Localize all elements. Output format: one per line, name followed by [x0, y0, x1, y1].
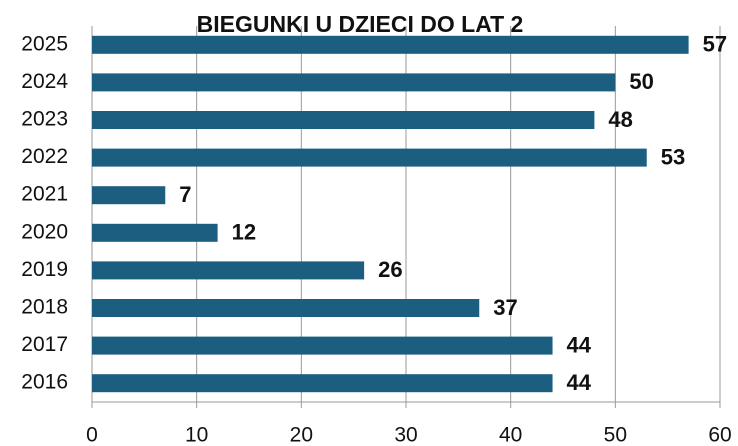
- bar: [92, 336, 553, 355]
- y-tick-label: 2019: [21, 258, 68, 281]
- y-tick-label: 2023: [21, 108, 68, 131]
- bar: [92, 261, 365, 280]
- bar: [92, 223, 218, 242]
- x-tick-label: 60: [708, 424, 731, 446]
- value-label: 53: [661, 144, 685, 169]
- value-label: 57: [703, 32, 727, 57]
- value-label: 37: [493, 295, 517, 320]
- y-tick-label: 2016: [21, 371, 68, 394]
- bar: [92, 148, 647, 167]
- bar: [92, 374, 553, 393]
- y-tick-label: 2022: [21, 145, 68, 168]
- bar: [92, 73, 616, 92]
- x-tick-label: 30: [394, 424, 417, 446]
- value-label: 50: [629, 69, 653, 94]
- y-tick-label: 2025: [21, 32, 68, 55]
- value-label: 7: [179, 182, 191, 207]
- value-label: 26: [378, 257, 402, 282]
- chart-title: BIEGUNKI U DZIECI DO LAT 2: [197, 11, 524, 37]
- x-tick-label: 40: [499, 424, 522, 446]
- bar: [92, 299, 480, 317]
- value-label: 44: [567, 370, 592, 395]
- y-tick-label: 2017: [21, 333, 68, 356]
- x-tick-label: 50: [604, 424, 627, 446]
- y-tick-label: 2021: [21, 183, 68, 206]
- value-label: 12: [232, 220, 256, 245]
- y-tick-label: 2024: [21, 70, 68, 93]
- y-tick-label: 2018: [21, 296, 68, 319]
- bar: [92, 35, 689, 54]
- x-tick-label: 20: [290, 424, 313, 446]
- bar: [92, 186, 166, 205]
- value-label: 44: [567, 332, 592, 357]
- bar: [92, 111, 595, 129]
- value-label: 48: [608, 107, 632, 132]
- x-tick-label: 0: [86, 424, 98, 446]
- x-tick-label: 10: [185, 424, 208, 446]
- y-tick-label: 2020: [21, 220, 68, 243]
